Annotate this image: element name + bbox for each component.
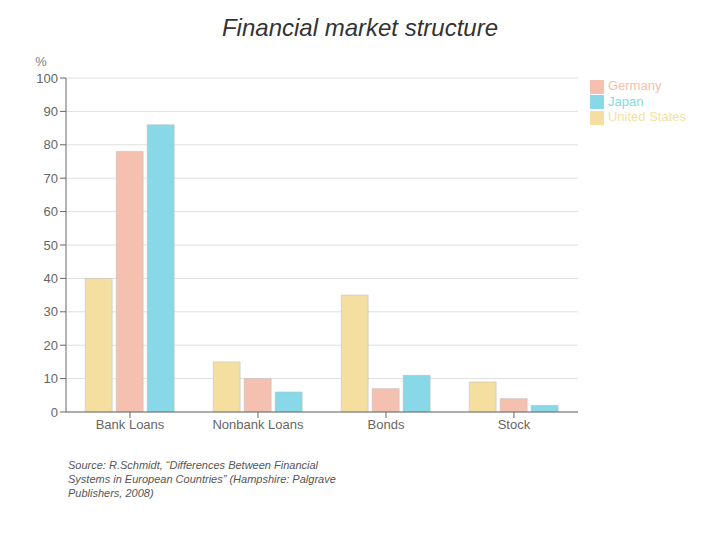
- html-text:Japan: Japan: [608, 93, 644, 109]
- html-text:United States: United States: [608, 109, 686, 125]
- svg-text:70: 70: [44, 171, 58, 186]
- svg-text:50: 50: [44, 238, 58, 253]
- svg-text:20: 20: [44, 338, 58, 353]
- svg-text:Nonbank Loans: Nonbank Loans: [212, 417, 304, 432]
- svg-text:60: 60: [44, 204, 58, 219]
- html-text:Publishers, 2008): Publishers, 2008): [68, 487, 154, 499]
- svg-text:Stock: Stock: [498, 417, 531, 432]
- svg-text:10: 10: [44, 371, 58, 386]
- svg-text:90: 90: [44, 104, 58, 119]
- svg-text:80: 80: [44, 137, 58, 152]
- html-text:Financial market structure: Financial market structure: [222, 14, 498, 41]
- svg-text:%: %: [35, 54, 47, 69]
- svg-text:100: 100: [36, 71, 58, 86]
- html-text:Source: R.Schmidt, “Difference: Source: R.Schmidt, “Differences Between …: [68, 459, 319, 471]
- svg-text:0: 0: [51, 405, 58, 420]
- svg-text:Bonds: Bonds: [368, 417, 405, 432]
- svg-text:Bank Loans: Bank Loans: [96, 417, 165, 432]
- svg-text:30: 30: [44, 304, 58, 319]
- html-text:Germany: Germany: [608, 78, 662, 93]
- html-text:Systems in European Countries”: Systems in European Countries” (Hampshir…: [68, 473, 336, 485]
- svg-text:40: 40: [44, 271, 58, 286]
